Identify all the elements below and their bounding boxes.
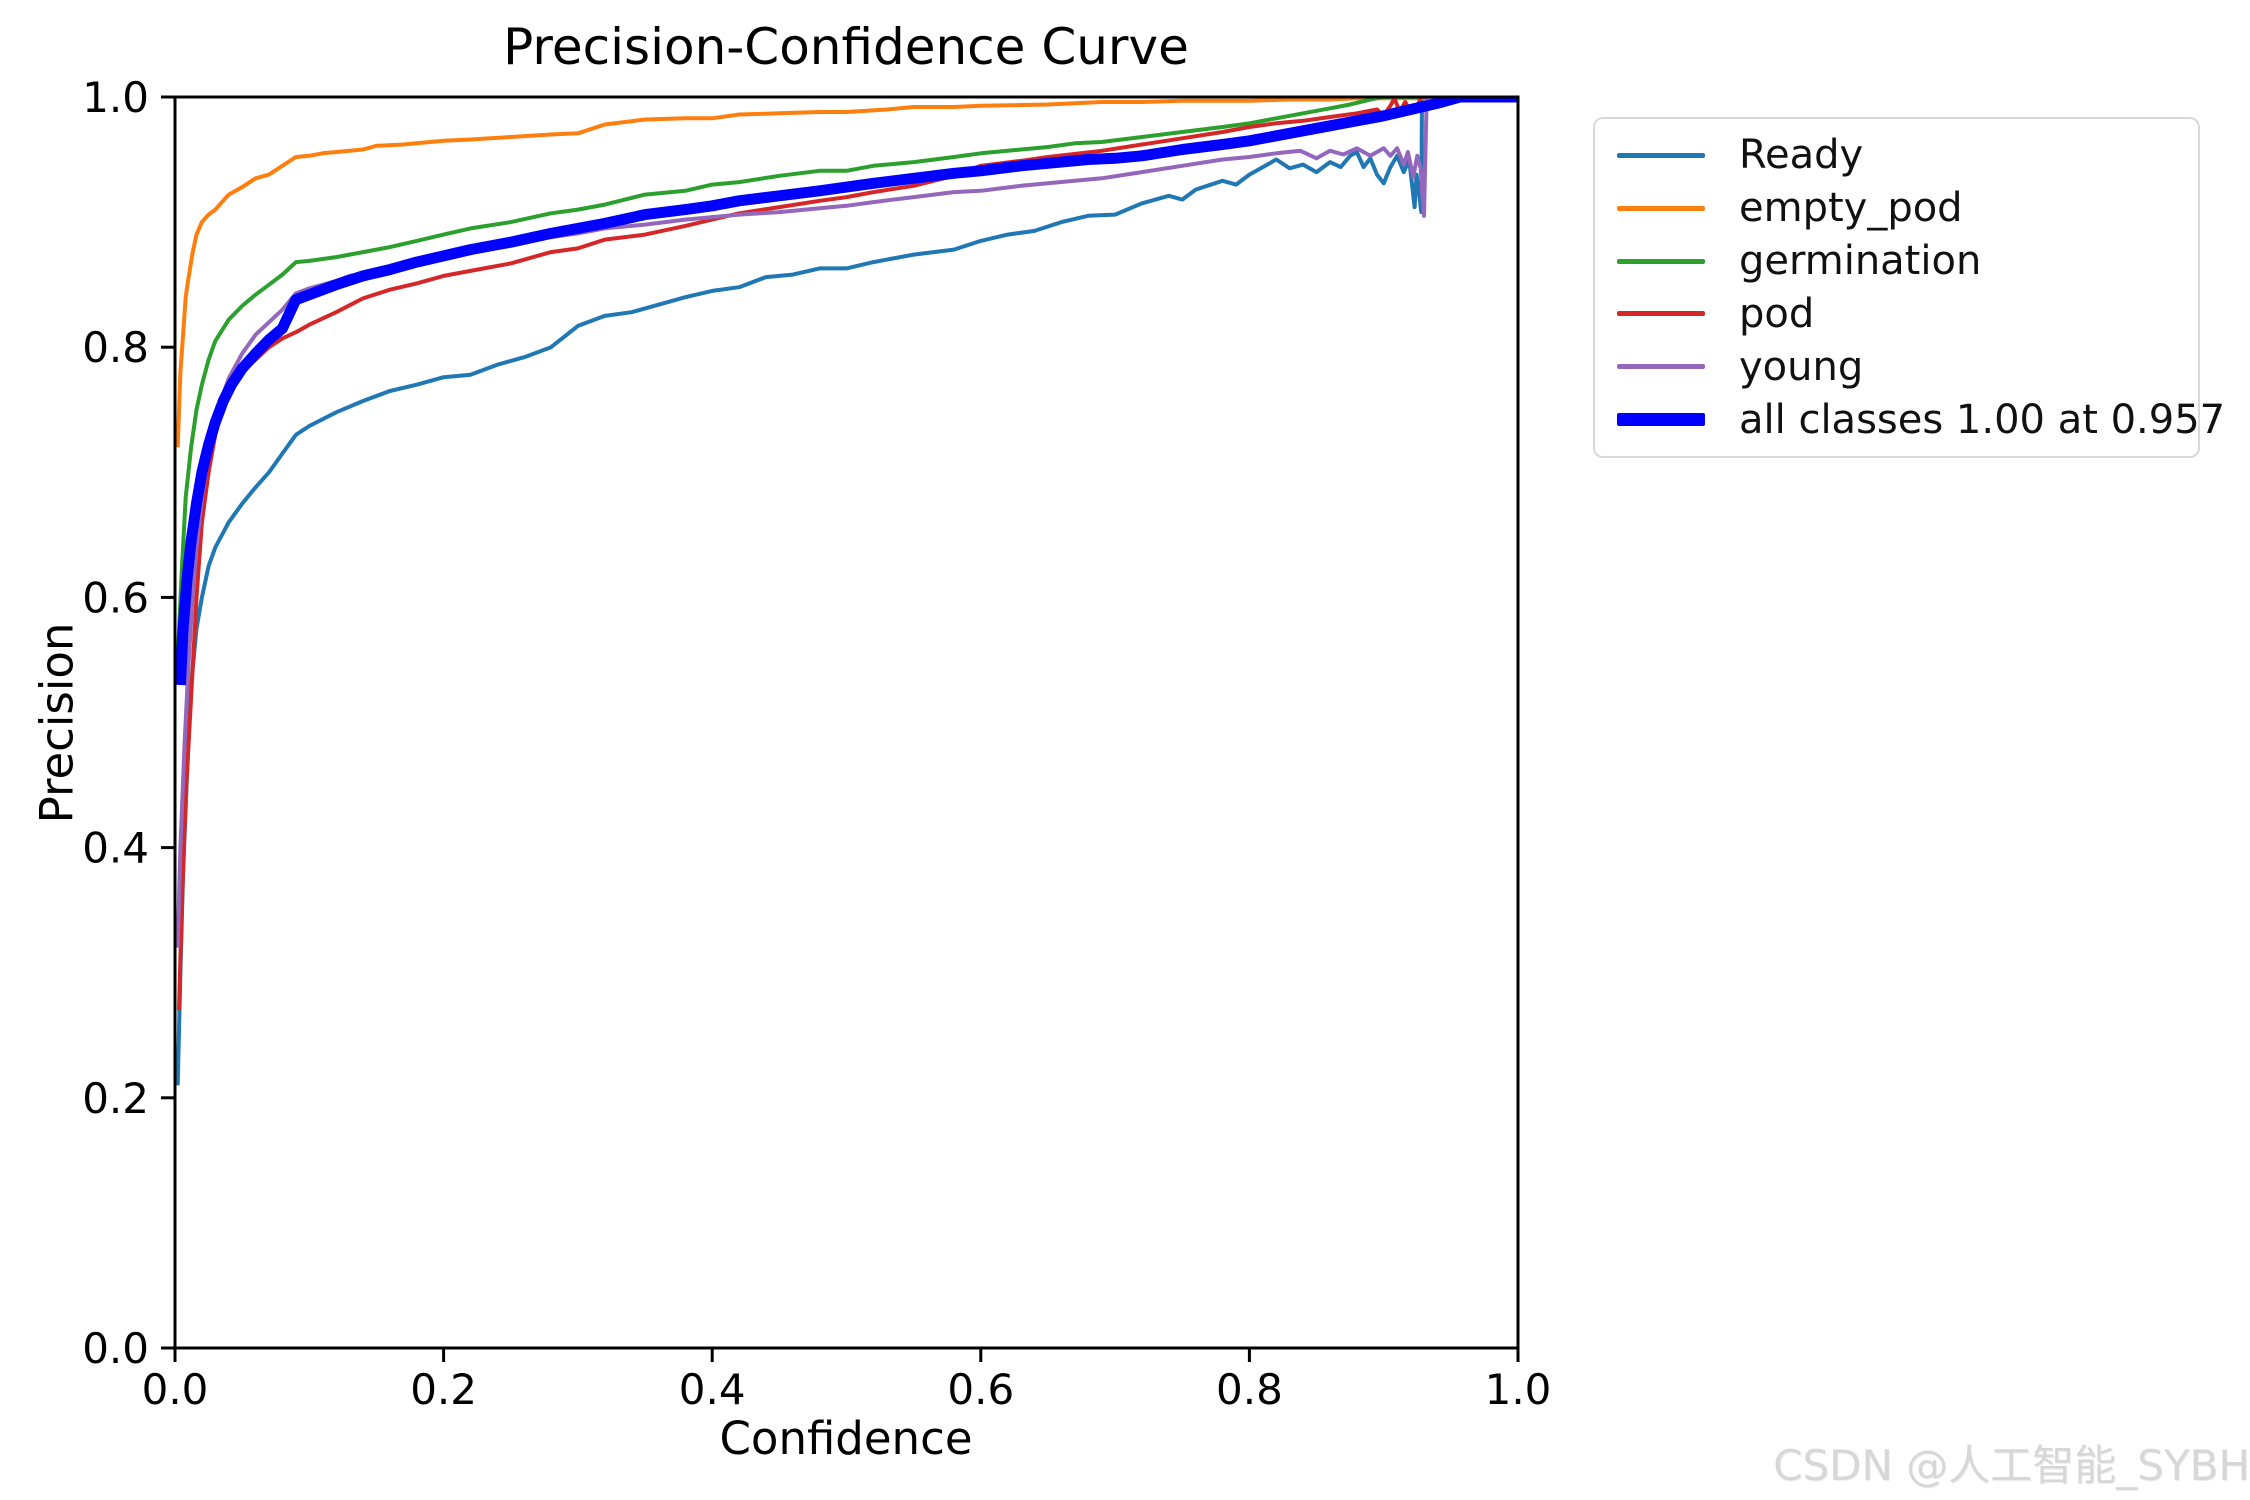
legend-line-swatch: [1617, 413, 1705, 427]
series-line-empty_pod: [175, 97, 1518, 448]
y-tick-label: 0.6: [82, 573, 149, 622]
y-tick-label: 1.0: [82, 73, 149, 122]
series-lines: [175, 97, 1518, 1086]
legend-item: Ready: [1595, 132, 2198, 178]
series-line-germination: [175, 97, 1518, 660]
x-tick-label: 1.0: [1485, 1365, 1552, 1414]
series-line-pod: [177, 97, 1518, 1011]
legend-item: all classes 1.00 at 0.957: [1595, 397, 2225, 443]
legend-item: empty_pod: [1595, 185, 2198, 231]
chart-title: Precision-Confidence Curve: [503, 18, 1189, 76]
axis-ticks: 0.0 0.2 0.4 0.6 0.8 1.0 0.0 0.2 0.4 0.6 0.8 1.0: [82, 73, 1551, 1414]
y-tick-label: 0.0: [82, 1324, 149, 1373]
x-tick-label: 0.0: [142, 1365, 209, 1414]
x-tick-label: 0.8: [1216, 1365, 1283, 1414]
axes-spines: [173, 95, 1520, 1350]
y-tick-label: 0.8: [82, 323, 149, 372]
series-line-ready: [175, 97, 1518, 1086]
legend-item: young: [1595, 344, 2198, 390]
y-axis-label: Precision: [30, 622, 84, 824]
legend-line-swatch: [1617, 152, 1705, 158]
legend-line-swatch: [1617, 205, 1705, 211]
watermark-text: CSDN @人工智能_SYBH: [1773, 1441, 2250, 1490]
legend-item: germination: [1595, 238, 2198, 284]
legend-item-label: all classes 1.00 at 0.957: [1739, 396, 2226, 443]
legend-item-label: pod: [1739, 290, 1815, 337]
legend-line-swatch: [1617, 258, 1705, 264]
legend-item-label: young: [1739, 343, 1864, 390]
legend-line-swatch: [1617, 311, 1705, 317]
x-tick-label: 0.4: [679, 1365, 746, 1414]
x-axis-label: Confidence: [719, 1412, 973, 1465]
series-line-all-classes: [175, 97, 1518, 686]
series-line-young: [175, 97, 1518, 948]
x-tick-label: 0.2: [410, 1365, 477, 1414]
legend-line-swatch: [1617, 364, 1705, 370]
legend-item: pod: [1595, 291, 2198, 337]
legend-item-label: Ready: [1739, 132, 1864, 179]
y-tick-label: 0.2: [82, 1074, 149, 1123]
y-tick-label: 0.4: [82, 824, 149, 873]
legend-item-label: empty_pod: [1739, 185, 1963, 232]
legend: Ready empty_pod germination pod young all cla…: [1593, 117, 2225, 458]
legend-item-label: germination: [1739, 238, 1982, 285]
x-tick-label: 0.6: [947, 1365, 1014, 1414]
